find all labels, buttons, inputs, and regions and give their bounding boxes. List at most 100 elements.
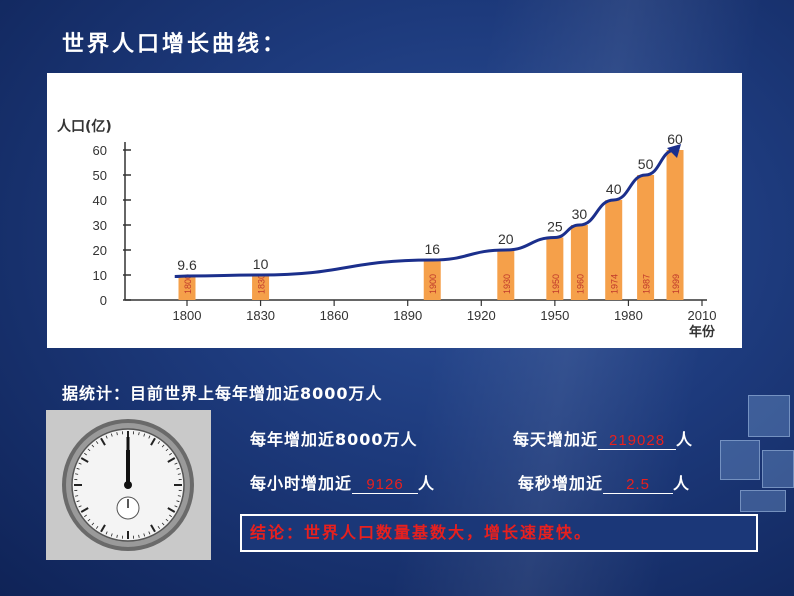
y-tick-label: 0 xyxy=(100,293,107,308)
bar xyxy=(497,250,515,300)
clock-tick xyxy=(100,437,106,446)
bar-year-label: 1987 xyxy=(642,274,652,294)
x-tick-label: 1830 xyxy=(246,308,275,323)
x-tick-label: 1890 xyxy=(393,308,422,323)
clock-tick xyxy=(177,473,181,475)
clock-tick xyxy=(78,462,82,465)
clock-tick xyxy=(75,473,79,475)
clock-tick xyxy=(174,505,178,508)
per-year-text: 每年增加近8000万人 xyxy=(250,430,418,449)
bar xyxy=(546,237,564,300)
clock-tick xyxy=(174,462,178,465)
bar-year-label: 1930 xyxy=(502,274,512,294)
clock-tick xyxy=(76,467,80,470)
clock-tick xyxy=(148,435,151,439)
row-per-day: 每天增加近 219028 人 xyxy=(513,426,693,450)
clock-tick xyxy=(80,507,89,513)
clock-tick xyxy=(176,467,180,470)
y-tick-label: 10 xyxy=(93,268,107,283)
per-second-suffix: 人 xyxy=(673,474,691,493)
clock-tick xyxy=(84,514,87,518)
bar xyxy=(252,275,270,300)
clock-tick xyxy=(161,444,165,448)
conclusion-box: 结论：世界人口数量基数大，增长速度快。 xyxy=(240,514,758,552)
row-per-year: 每年增加近8000万人 xyxy=(250,426,418,450)
clock-tick xyxy=(150,524,156,533)
bar xyxy=(570,225,588,300)
clock-tick xyxy=(110,433,113,437)
y-tick-label: 30 xyxy=(93,218,107,233)
per-day-answer: 219028 xyxy=(598,432,677,450)
clock-tick xyxy=(100,524,106,533)
clock-tick xyxy=(110,533,113,537)
clock-tick xyxy=(76,500,80,503)
per-hour-suffix: 人 xyxy=(418,474,436,493)
bar xyxy=(605,200,623,300)
bar-value-label: 9.6 xyxy=(177,257,197,273)
bar-year-label: 1800 xyxy=(183,274,193,294)
clock-tick xyxy=(167,457,176,463)
clock-tick xyxy=(116,534,118,538)
y-tick-label: 40 xyxy=(93,193,107,208)
clock-tick xyxy=(176,500,180,503)
population-chart: 人口(亿) 0 10 20 30 40 50 60 1800 1830 1860 1890 1920 19… xyxy=(47,73,742,348)
clock-tick xyxy=(157,526,161,529)
clock-tick xyxy=(80,457,89,463)
per-second-prefix: 每秒增加近 xyxy=(518,474,604,493)
clock-tick xyxy=(157,441,161,444)
clock-tick xyxy=(165,448,169,452)
bar xyxy=(178,276,196,300)
clock-tick xyxy=(165,518,169,522)
bar-value-label: 20 xyxy=(498,231,514,247)
chart-svg: 人口(亿) 0 10 20 30 40 50 60 1800 1830 1860 1890 1920 19… xyxy=(57,118,717,340)
decor-cube xyxy=(740,490,786,512)
per-second-answer: 2.5 xyxy=(603,476,674,494)
per-hour-prefix: 每小时增加近 xyxy=(250,474,353,493)
clock-tick xyxy=(177,495,181,497)
clock-tick xyxy=(138,432,140,436)
clock-tick xyxy=(78,505,82,508)
clock-tick xyxy=(95,526,99,529)
statistics-line: 据统计：目前世界上每年增加近8000万人 xyxy=(62,384,383,403)
x-tick-label: 1860 xyxy=(320,308,349,323)
bar-value-label: 40 xyxy=(606,181,622,197)
growth-curve xyxy=(174,148,676,278)
clock-tick xyxy=(143,433,146,437)
x-tick-label: 1950 xyxy=(540,308,569,323)
y-tick-label: 50 xyxy=(93,168,107,183)
bar-value-label: 25 xyxy=(547,219,563,235)
clock-tick xyxy=(169,452,172,456)
clock-tick xyxy=(87,518,91,522)
y-axis-label: 人口(亿) xyxy=(57,118,112,135)
clock-tick xyxy=(150,437,156,446)
clock-tick xyxy=(143,533,146,537)
bar xyxy=(423,260,441,300)
bar-year-label: 1950 xyxy=(551,274,561,294)
curve-arrowhead xyxy=(667,144,682,158)
bar-value-label: 30 xyxy=(572,206,588,222)
bar-year-label: 1900 xyxy=(428,274,438,294)
row-per-hour: 每小时增加近 9126 人 xyxy=(250,470,435,494)
row-per-second: 每秒增加近 2.5 人 xyxy=(518,470,690,494)
clock-tick xyxy=(148,531,151,535)
decor-cube xyxy=(762,450,794,488)
x-tick-label: 1800 xyxy=(173,308,202,323)
clock-tick xyxy=(84,452,87,456)
clock-tick xyxy=(169,514,172,518)
bar-value-label: 16 xyxy=(424,241,440,257)
clock-tick xyxy=(138,534,140,538)
clock-tick xyxy=(75,495,79,497)
decor-cube xyxy=(720,440,760,480)
clock-icon xyxy=(62,419,194,551)
bar-year-label: 1960 xyxy=(575,274,585,294)
bar-value-label: 10 xyxy=(253,256,269,272)
clock-tick xyxy=(105,531,108,535)
bar-year-label: 1974 xyxy=(610,274,620,294)
x-tick-label: 2010 xyxy=(688,308,717,323)
bar xyxy=(637,175,655,300)
y-tick-label: 60 xyxy=(93,143,107,158)
y-tick-label: 20 xyxy=(93,243,107,258)
bar-value-label: 50 xyxy=(638,156,654,172)
bar-value-label: 60 xyxy=(667,131,683,147)
slide-title: 世界人口增长曲线： xyxy=(62,32,288,57)
